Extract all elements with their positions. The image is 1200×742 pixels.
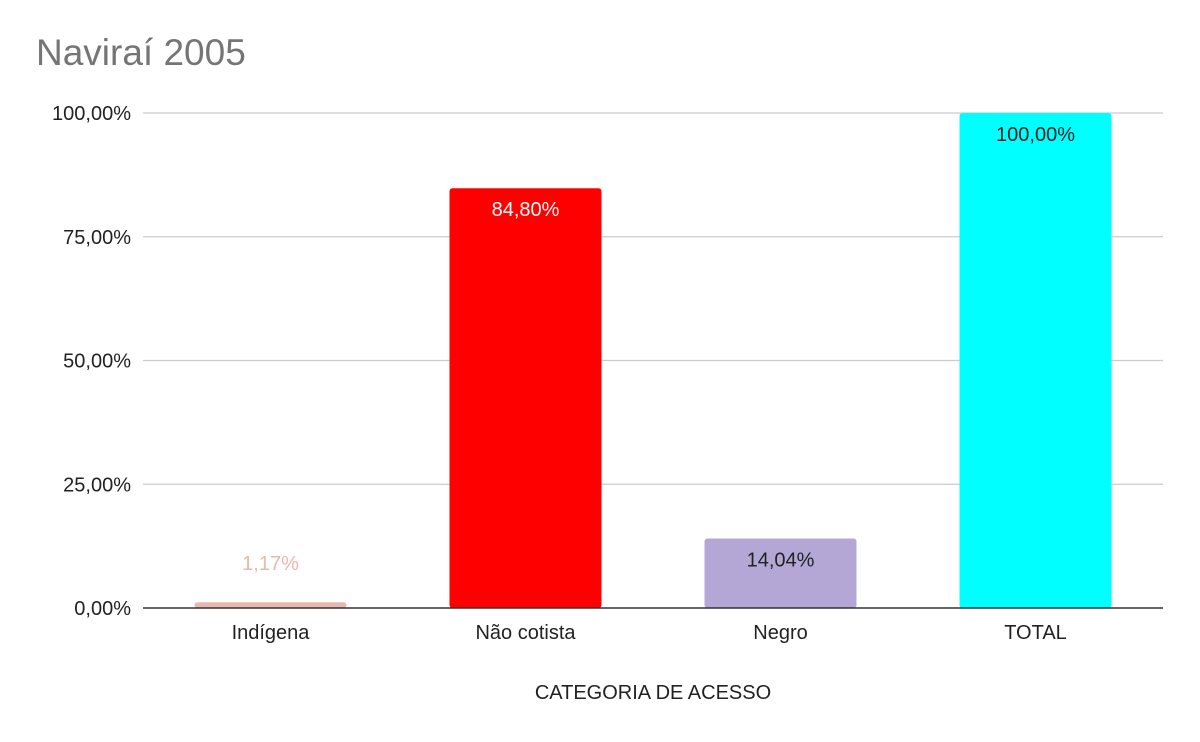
y-tick-label: 50,00% bbox=[63, 351, 131, 373]
chart-title: Naviraí 2005 bbox=[36, 32, 246, 73]
x-tick-label: Indígena bbox=[232, 622, 311, 644]
y-tick-label: 0,00% bbox=[74, 598, 131, 620]
y-tick-label: 75,00% bbox=[63, 227, 131, 249]
data-label: 1,17% bbox=[242, 553, 299, 575]
bar bbox=[959, 113, 1112, 608]
bar bbox=[449, 188, 602, 609]
x-axis-tick-labels: Indígena Não cotista Negro TOTAL bbox=[232, 622, 1067, 644]
bars bbox=[194, 113, 1112, 609]
y-axis-tick-labels: 0,00% 25,00% 50,00% 75,00% 100,00% bbox=[52, 103, 131, 620]
data-labels: 1,17% 84,80% 14,04% 100,00% bbox=[242, 124, 1075, 575]
data-label: 100,00% bbox=[996, 124, 1075, 146]
bar bbox=[194, 602, 347, 608]
data-label: 14,04% bbox=[747, 550, 815, 572]
y-tick-label: 25,00% bbox=[63, 474, 131, 496]
x-tick-label: Negro bbox=[753, 622, 807, 644]
y-tick-label: 100,00% bbox=[52, 103, 131, 125]
x-tick-label: TOTAL bbox=[1004, 622, 1067, 644]
data-label: 84,80% bbox=[492, 199, 560, 221]
x-tick-label: Não cotista bbox=[475, 622, 576, 644]
x-axis-title: CATEGORIA DE ACESSO bbox=[535, 682, 771, 704]
bar bbox=[704, 538, 857, 608]
